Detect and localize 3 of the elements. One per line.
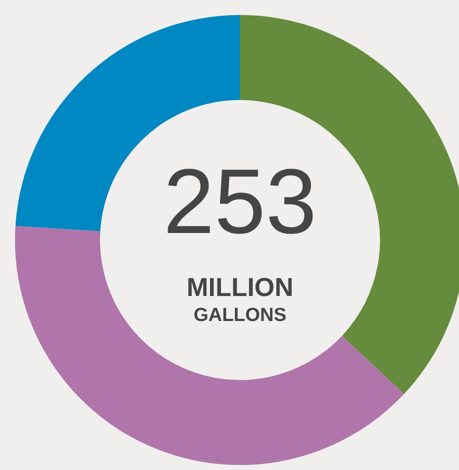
text: MILLION bbox=[186, 272, 294, 302]
text: 253 bbox=[163, 151, 317, 253]
text: GALLONS bbox=[194, 305, 286, 326]
